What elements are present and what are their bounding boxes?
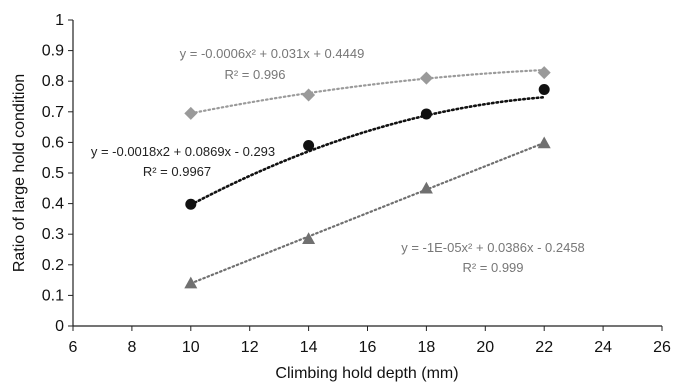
x-tick-label: 6 [69, 339, 78, 356]
x-tick-label: 18 [418, 339, 436, 356]
r2-label: R² = 0.996 [224, 67, 285, 82]
x-axis-title: Climbing hold depth (mm) [275, 365, 458, 382]
trendline-triangle [189, 141, 546, 285]
x-ticks: 6 8 10 12 14 16 18 20 22 24 26 [69, 326, 671, 356]
data-point-diamond [537, 66, 551, 80]
data-point-diamond [302, 88, 316, 102]
data-point-circle [185, 198, 197, 210]
data-point-triangle [419, 181, 433, 194]
x-tick-label: 10 [182, 339, 200, 356]
y-tick-label: 0.7 [42, 104, 64, 121]
x-tick-label: 16 [359, 339, 377, 356]
y-tick-label: 1 [55, 12, 64, 29]
y-tick-label: 0.3 [42, 226, 64, 243]
equation-label: y = -0.0018x2 + 0.0869x - 0.293 [91, 144, 275, 159]
data-point-diamond [184, 106, 198, 120]
y-tick-label: 0.8 [42, 73, 64, 90]
trendline-diamond [189, 68, 546, 115]
equation-annotation-triangle: y = -1E-05x² + 0.0386x - 0.2458 R² = 0.9… [401, 240, 585, 275]
y-tick-label: 0.2 [42, 257, 64, 274]
data-point-triangle [302, 232, 316, 244]
equation-label: y = -0.0006x² + 0.031x + 0.4449 [180, 46, 365, 61]
x-tick-label: 8 [127, 339, 136, 356]
r2-label: R² = 0.9967 [143, 164, 211, 179]
x-tick-label: 14 [300, 339, 318, 356]
y-tick-label: 0.1 [42, 287, 64, 304]
x-tick-label: 20 [476, 339, 494, 356]
data-point-circle [303, 139, 315, 151]
data-point-triangle [184, 276, 198, 289]
trendline-circle [189, 95, 546, 207]
x-tick-label: 24 [594, 339, 612, 356]
y-tick-label: 0 [55, 318, 64, 335]
y-tick-label: 0.9 [42, 43, 64, 60]
data-markers [184, 66, 551, 289]
y-ticks: 0 0.1 0.2 0.3 0.4 0.5 0.6 0.7 0.8 0.9 1 [42, 12, 73, 335]
x-tick-label: 12 [241, 339, 259, 356]
data-point-triangle [537, 136, 551, 149]
y-axis-title: Ratio of large hold condition [11, 74, 28, 272]
equation-label: y = -1E-05x² + 0.0386x - 0.2458 [401, 240, 585, 255]
trendlines [189, 68, 546, 285]
x-tick-label: 26 [653, 339, 671, 356]
x-tick-label: 22 [535, 339, 553, 356]
data-point-circle [538, 83, 550, 95]
y-tick-label: 0.5 [42, 165, 64, 182]
r2-label: R² = 0.999 [462, 260, 523, 275]
equation-annotation-diamond: y = -0.0006x² + 0.031x + 0.4449 R² = 0.9… [180, 46, 365, 82]
y-tick-label: 0.4 [42, 196, 64, 213]
y-tick-label: 0.6 [42, 134, 64, 151]
data-point-diamond [419, 71, 433, 85]
equation-annotation-circle: y = -0.0018x2 + 0.0869x - 0.293 R² = 0.9… [91, 144, 275, 179]
data-point-circle [420, 108, 432, 120]
